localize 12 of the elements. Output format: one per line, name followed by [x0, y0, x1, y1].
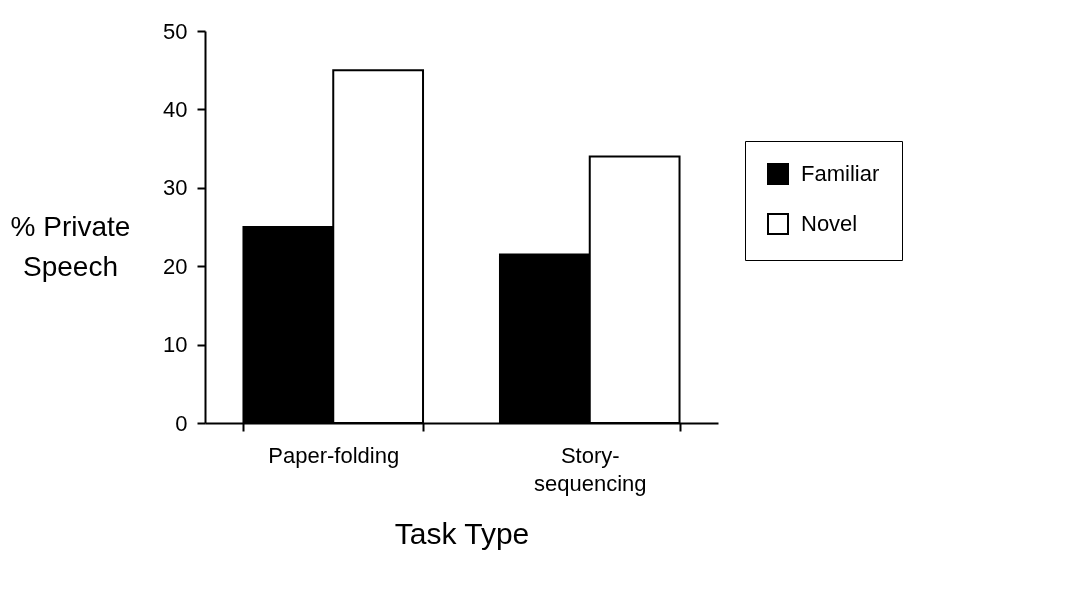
- y-tick-label: 40: [163, 96, 188, 122]
- y-tick-label: 20: [163, 253, 188, 279]
- x-axis-title: Task Type: [394, 516, 530, 550]
- y-tick-label: 50: [163, 18, 188, 44]
- y-axis-title: % Private Speech: [10, 210, 131, 282]
- legend-label: Novel: [801, 211, 858, 236]
- x-tick-label: Paper-folding: [268, 442, 400, 468]
- x-tick-label: Story- sequencing: [533, 442, 647, 496]
- y-tick-label: 0: [175, 410, 188, 436]
- legend-label: Familiar: [801, 161, 880, 186]
- y-tick-label: 10: [163, 332, 188, 358]
- y-tick-label: 30: [163, 175, 188, 201]
